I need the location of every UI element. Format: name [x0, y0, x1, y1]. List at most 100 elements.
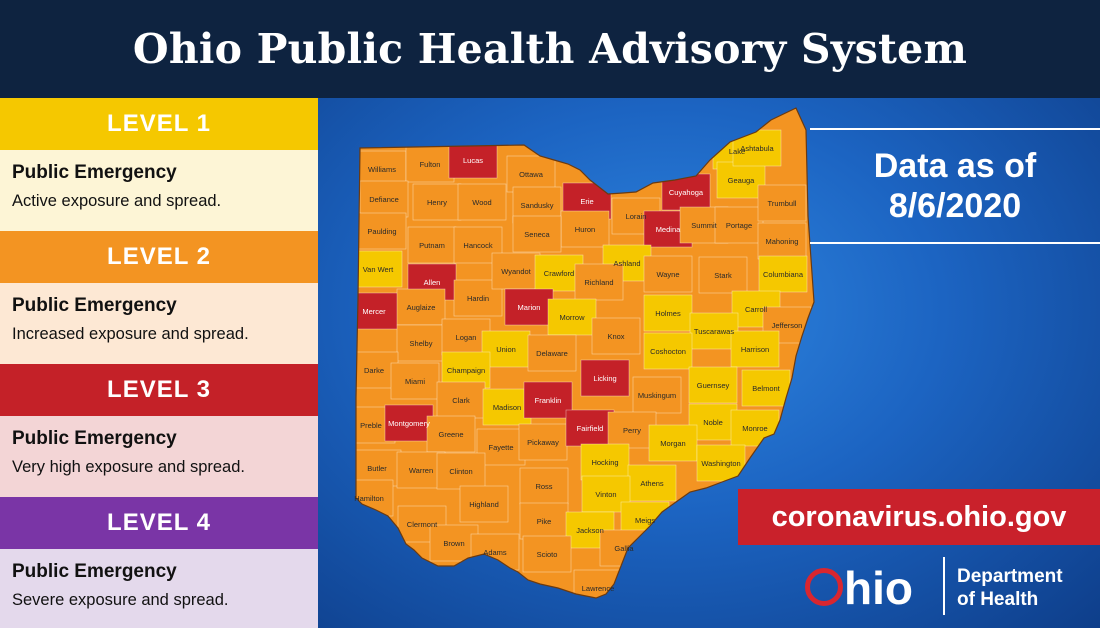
county-label-ross: Ross	[535, 482, 552, 491]
county-label-hardin: Hardin	[467, 294, 489, 303]
county-label-defiance: Defiance	[369, 195, 399, 204]
county-label-preble: Preble	[360, 421, 382, 430]
county-wyandot	[491, 252, 541, 290]
county-label-noble: Noble	[703, 418, 723, 427]
county-harrison	[730, 330, 780, 368]
county-madison	[482, 388, 532, 426]
county-label-auglaize: Auglaize	[407, 303, 436, 312]
level-3-band: LEVEL 3	[0, 364, 318, 416]
county-label-madison: Madison	[493, 403, 521, 412]
level-2-body: Public Emergency Increased exposure and …	[0, 283, 318, 364]
county-label-gallia: Gallia	[614, 544, 634, 553]
county-miami	[390, 362, 440, 400]
county-label-vinton: Vinton	[595, 490, 616, 499]
website-link[interactable]: coronavirus.ohio.gov	[771, 500, 1067, 533]
level-2-heading: Public Emergency	[12, 295, 177, 316]
county-label-champaign: Champaign	[447, 366, 485, 375]
ohio-state-outline	[355, 107, 815, 599]
ohio-department-of-health-logo: hio Department of Health	[805, 555, 1100, 619]
county-label-guernsey: Guernsey	[697, 381, 730, 390]
county-coshocton	[643, 332, 693, 370]
date-caption: Data as of	[873, 147, 1037, 185]
page-title: Ohio Public Health Advisory System	[132, 25, 968, 73]
county-label-holmes: Holmes	[655, 309, 681, 318]
county-brown	[429, 524, 479, 562]
website-banner[interactable]: coronavirus.ohio.gov	[738, 489, 1100, 545]
county-van-wert	[356, 250, 403, 288]
county-label-seneca: Seneca	[524, 230, 550, 239]
county-label-marion: Marion	[518, 303, 541, 312]
county-label-williams: Williams	[368, 165, 396, 174]
county-label-lawrence: Lawrence	[582, 584, 615, 593]
map-panel: Williams Fulton Lucas Ottawa Erie Lorain Cuyah…	[318, 98, 1100, 628]
county-label-highland: Highland	[469, 500, 499, 509]
county-trumbull	[757, 184, 807, 222]
county-seneca	[512, 215, 562, 253]
county-wayne	[643, 255, 693, 293]
county-hancock	[453, 226, 503, 264]
county-label-jackson: Jackson	[576, 526, 604, 535]
date-value: 8/6/2020	[888, 187, 1022, 225]
county-label-belmont: Belmont	[752, 384, 780, 393]
level-1-description: Active exposure and spread.	[12, 192, 222, 210]
county-label-henry: Henry	[427, 198, 447, 207]
county-mahoning	[757, 222, 807, 260]
level-1-body: Public Emergency Active exposure and spr…	[0, 150, 318, 231]
level-2-description: Increased exposure and spread.	[12, 325, 249, 343]
county-label-sandusky: Sandusky	[521, 201, 554, 210]
county-franklin	[523, 381, 573, 419]
county-label-miami: Miami	[405, 377, 425, 386]
county-label-monroe: Monroe	[742, 424, 767, 433]
county-knox	[591, 317, 641, 355]
county-portage	[714, 206, 764, 244]
level-1-heading: Public Emergency	[12, 162, 177, 183]
county-label-summit: Summit	[691, 221, 717, 230]
county-label-licking: Licking	[593, 374, 616, 383]
data-date-box: Data as of 8/6/2020	[810, 128, 1100, 244]
county-label-clinton: Clinton	[449, 467, 472, 476]
county-label-huron: Huron	[575, 225, 595, 234]
county-label-adams: Adams	[483, 548, 507, 557]
county-label-pike: Pike	[537, 517, 552, 526]
county-label-portage: Portage	[726, 221, 752, 230]
county-label-cuyahoga: Cuyahoga	[669, 188, 704, 197]
county-richland	[574, 263, 624, 301]
county-label-fayette: Fayette	[488, 443, 513, 452]
county-label-washington: Washington	[701, 459, 740, 468]
county-label-morrow: Morrow	[559, 313, 585, 322]
county-label-shelby: Shelby	[410, 339, 433, 348]
county-label-pickaway: Pickaway	[527, 438, 559, 447]
department-line-2: of Health	[957, 589, 1039, 610]
county-perry	[607, 411, 657, 449]
ohio-wordmark: hio	[805, 561, 913, 615]
county-label-mahoning: Mahoning	[766, 237, 799, 246]
county-label-lorain: Lorain	[626, 212, 647, 221]
county-label-van-wert: Van Wert	[363, 265, 394, 274]
county-clinton	[436, 452, 486, 490]
level-3-heading: Public Emergency	[12, 428, 177, 449]
level-3-description: Very high exposure and spread.	[12, 458, 245, 476]
county-montgomery	[384, 404, 434, 442]
county-label-stark: Stark	[714, 271, 732, 280]
level-4-description: Severe exposure and spread.	[12, 591, 229, 609]
county-label-geauga: Geauga	[728, 176, 756, 185]
county-mercer	[356, 292, 399, 330]
county-label-butler: Butler	[367, 464, 387, 473]
county-label-clark: Clark	[452, 396, 470, 405]
county-marion	[504, 288, 554, 326]
county-label-trumbull: Trumbull	[768, 199, 797, 208]
county-morrow	[547, 298, 597, 336]
county-label-hamilton: Hamilton	[354, 494, 384, 503]
county-label-perry: Perry	[623, 426, 641, 435]
county-label-wood: Wood	[472, 198, 491, 207]
ohio-county-map: Williams Fulton Lucas Ottawa Erie Lorain Cuyah…	[354, 107, 815, 599]
county-label-fulton: Fulton	[420, 160, 441, 169]
county-columbiana	[758, 255, 808, 293]
level-legend: LEVEL 1 Public Emergency Active exposure…	[0, 98, 318, 628]
county-label-darke: Darke	[364, 366, 384, 375]
county-geauga	[716, 161, 766, 199]
county-holmes	[643, 294, 693, 332]
county-label-allen: Allen	[424, 278, 441, 287]
county-lucas	[448, 141, 498, 179]
county-label-meigs: Meigs	[635, 516, 655, 525]
